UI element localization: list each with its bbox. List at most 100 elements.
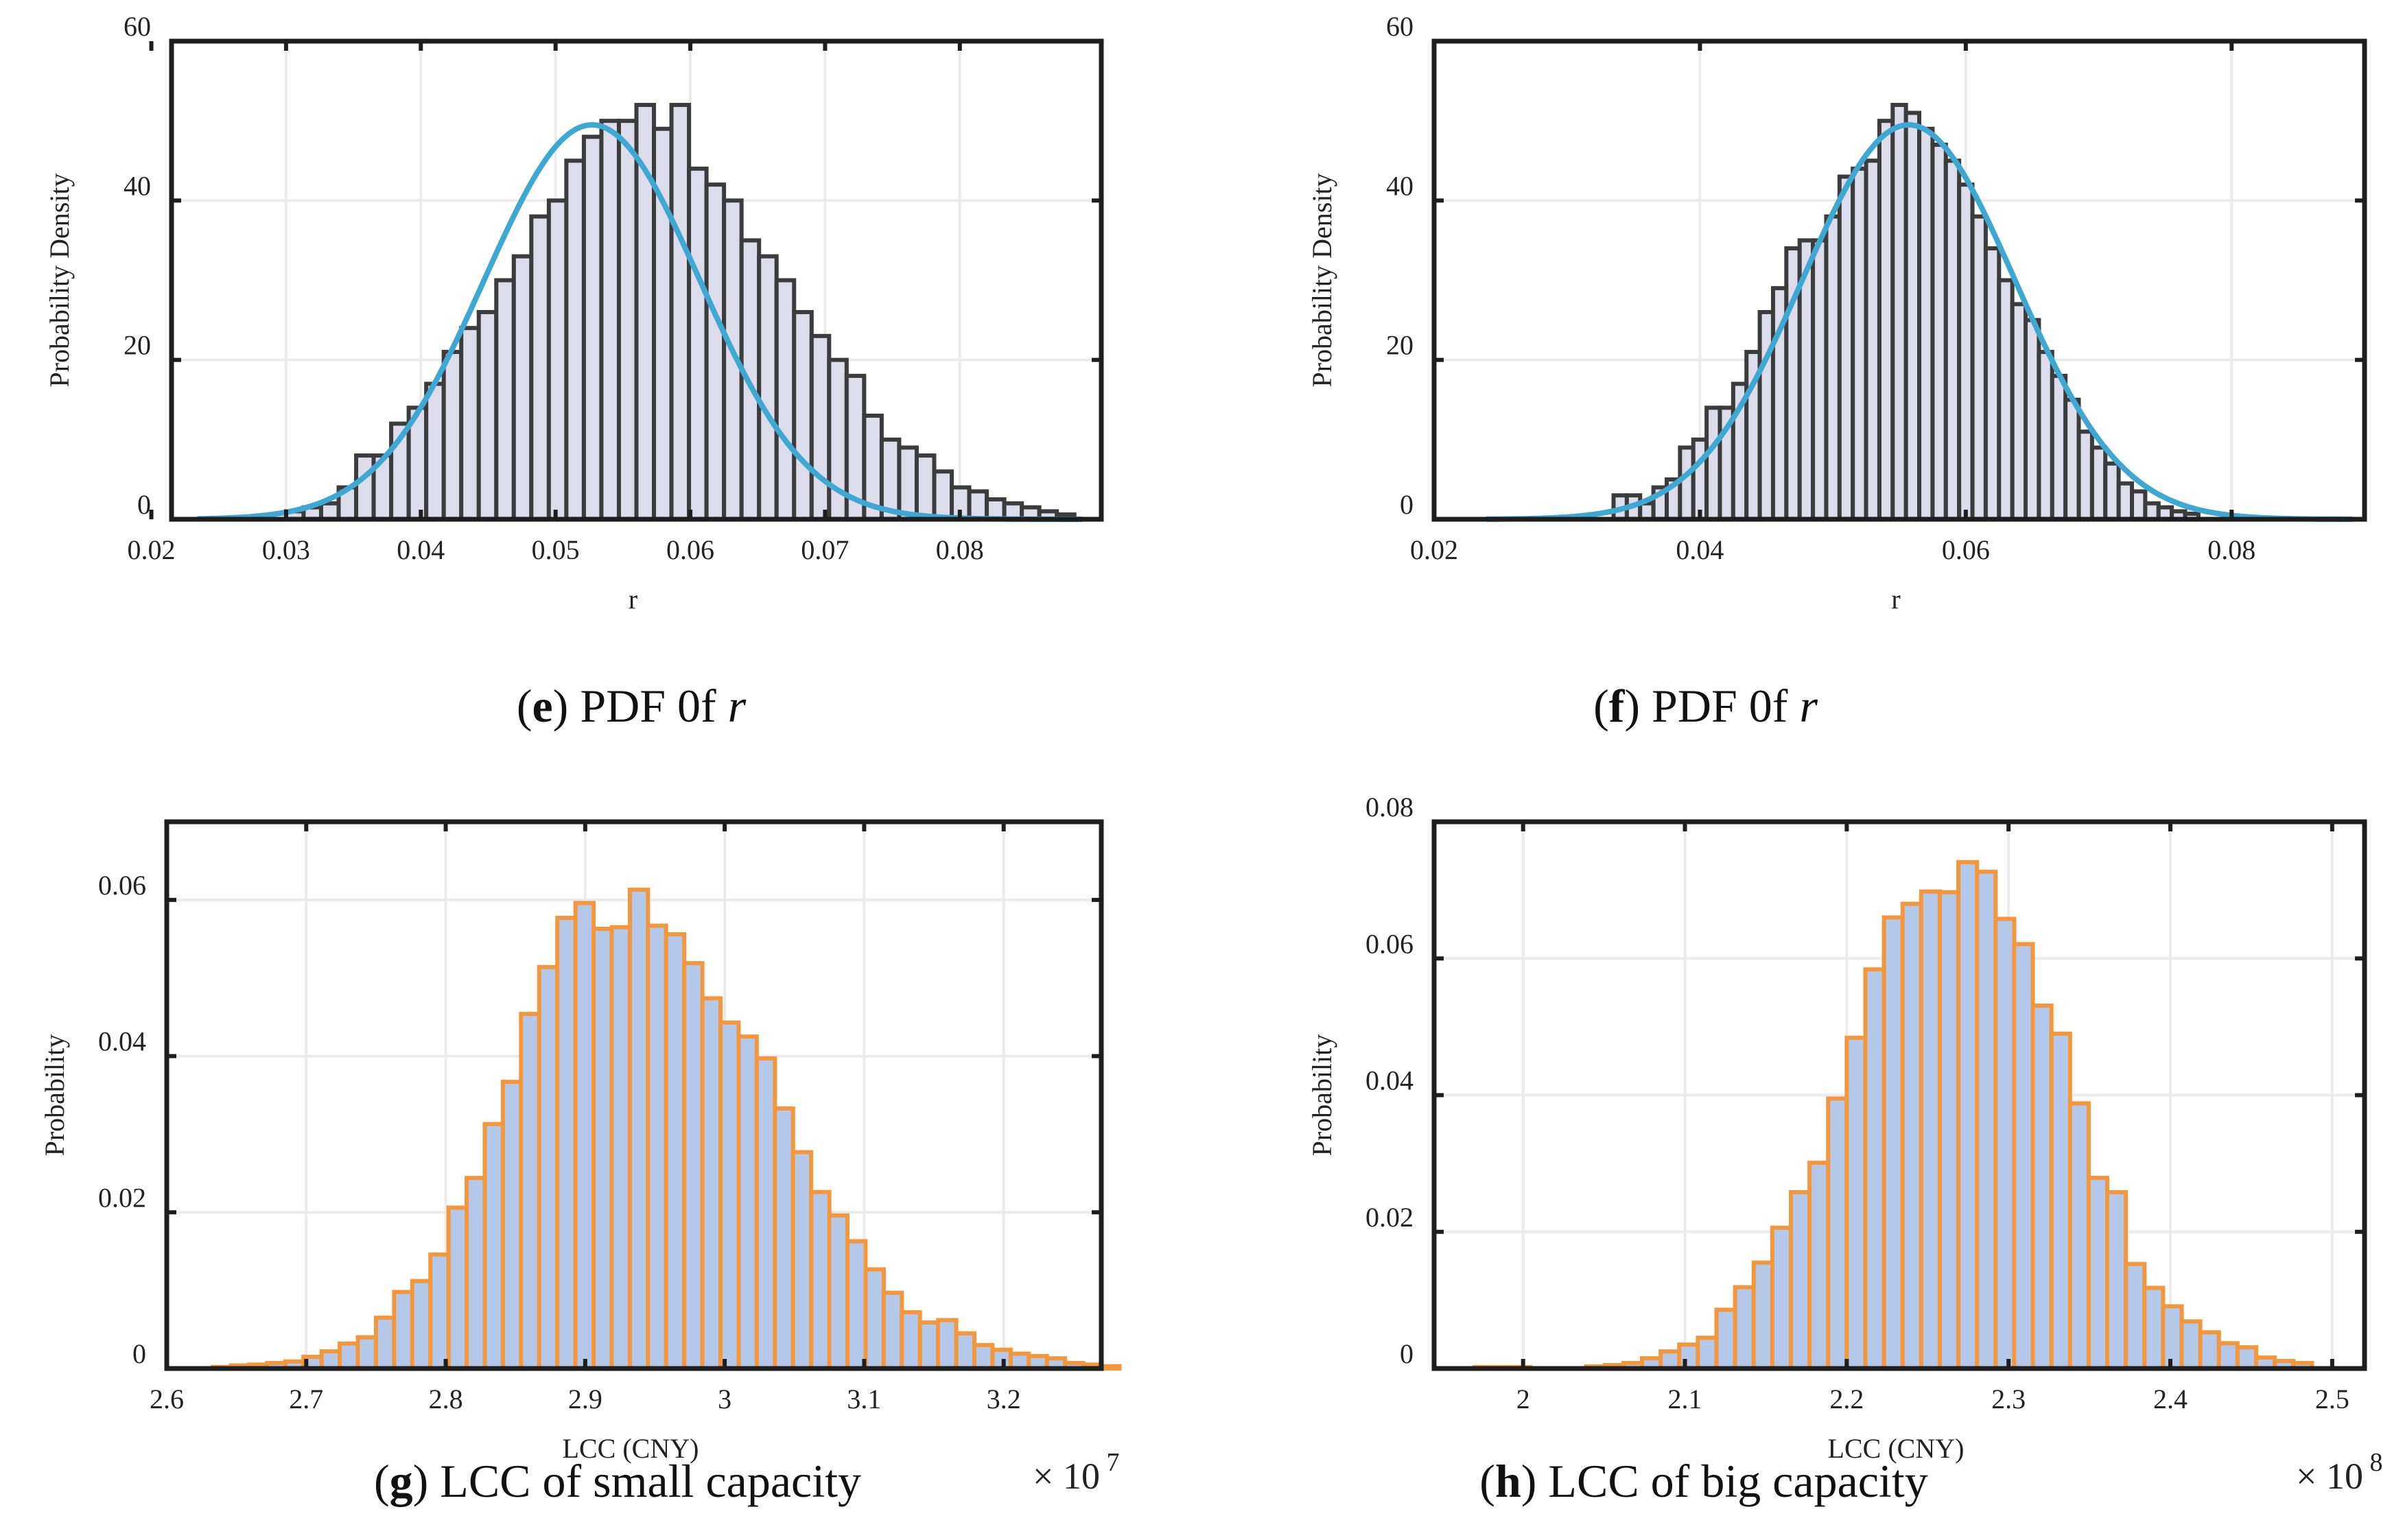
y-tick-label: 60 [124, 11, 151, 42]
histogram-bar [827, 1213, 850, 1371]
x-axis-label: r [629, 584, 637, 615]
histogram-bar [845, 1239, 868, 1371]
histogram-bar [809, 333, 832, 521]
histogram-bar [2198, 1330, 2221, 1371]
x-tick-label: 0.05 [532, 534, 580, 565]
histogram-bar [1975, 869, 1998, 1371]
histogram-bar [1919, 889, 1942, 1371]
x-tick-label: 0.04 [397, 534, 445, 565]
histogram-bar [1714, 1307, 1737, 1371]
histogram-bar [555, 916, 578, 1371]
y-tick-label: 20 [1386, 330, 1414, 361]
histogram-bar [1099, 1364, 1122, 1371]
histogram-bar [2067, 1101, 2091, 1371]
histogram-bar [2179, 1319, 2203, 1371]
x-tick-label: 0.08 [936, 534, 984, 565]
caption-h: (h) LCC of big capacity [1479, 1455, 1928, 1507]
caption-text: PDF 0f [568, 680, 728, 732]
histogram-chart-f: 0.02 0.04 0.06 0.08 0 20 40 60 r Probability Dens… [1306, 11, 2367, 615]
histogram-bar [2049, 1031, 2072, 1371]
y-tick-label: 0.04 [98, 1026, 146, 1057]
x-axis-label: LCC (CNY) [563, 1433, 699, 1464]
x-tick-label: 0.06 [666, 534, 714, 565]
histogram-bar [1696, 1336, 1719, 1371]
histogram-bar [936, 1318, 959, 1371]
histogram-bar [1770, 1225, 1793, 1371]
y-tick-label: 0 [1400, 1338, 1414, 1369]
histogram-bar [700, 996, 723, 1371]
caption-f: (f) PDF 0f r [1593, 680, 1818, 732]
histogram-bar [967, 489, 989, 522]
x-axis-label: r [1891, 584, 1900, 615]
histogram-panel-f: 0.02 0.04 0.06 0.08 0 20 40 60 r Probability Dens… [1196, 0, 2392, 755]
fit-curve [196, 121, 1084, 522]
x-tick-label: 2 [1516, 1384, 1530, 1414]
histogram-bar [790, 1150, 814, 1371]
histogram-bar [428, 1252, 451, 1371]
histogram-bar [319, 1349, 342, 1371]
x-tick-label: 2.1 [1668, 1384, 1702, 1414]
x-tick-label: 2.3 [1991, 1384, 2026, 1414]
histogram-bar [863, 1267, 886, 1371]
y-axis-label: Probability [39, 1034, 70, 1157]
histogram-bar [482, 1122, 505, 1371]
histogram-bar [599, 119, 621, 521]
x-tick-label: 2.2 [1829, 1384, 1864, 1414]
histogram-bar [537, 964, 560, 1371]
y-tick-label: 0 [1400, 489, 1414, 520]
multiplier-exponent: 7 [1100, 1448, 1120, 1477]
histogram-bar [392, 1290, 414, 1371]
histogram-bar [2086, 1176, 2110, 1371]
x-tick-label: 3 [718, 1384, 731, 1414]
histogram-bar [972, 1342, 995, 1371]
caption-e: (e) PDF 0f r [516, 680, 747, 732]
caption-variable: r [1799, 680, 1818, 732]
multiplier-base: × 10 [2296, 1456, 2363, 1497]
histogram-bar [646, 923, 668, 1371]
histogram-bar [519, 1012, 541, 1371]
x-tick-label: 3.2 [987, 1384, 1021, 1414]
y-tick-label: 0.04 [1365, 1065, 1414, 1096]
histogram-bar [990, 1347, 1013, 1371]
histogram-bar [754, 1056, 777, 1371]
histogram-bar [917, 1320, 941, 1371]
histogram-panel-h: 2 2.1 2.2 2.3 2.4 2.5 0 0.02 0.04 0.06 0.08 LCC (CN… [1196, 768, 2392, 1540]
axis-multiplier: × 10 7 [1033, 1448, 1119, 1497]
caption-letter: e [532, 680, 553, 732]
x-tick-label: 0.06 [1942, 534, 1990, 565]
histogram-bar [2124, 1261, 2147, 1371]
y-axis-label: Probability [1306, 1034, 1337, 1157]
histogram-bar [1807, 1161, 1831, 1371]
caption-letter: g [389, 1455, 413, 1507]
histogram-bar [2105, 1189, 2129, 1371]
caption-letter: h [1494, 1455, 1521, 1507]
histogram-chart-g: 2.6 2.7 2.8 2.9 3 3.1 3.2 0 0.02 0.04 0.06 LCC (CNY… [39, 819, 1122, 1497]
histogram-bar [511, 254, 534, 521]
caption-letter: f [1608, 680, 1625, 732]
y-tick-label: 0.06 [1365, 928, 1414, 959]
x-tick-label: 0.02 [1410, 534, 1458, 565]
histogram-bar [609, 925, 632, 1371]
histogram-bar [687, 166, 709, 521]
y-axis-label: Probability Density [44, 173, 75, 387]
histogram-bar [1881, 915, 1905, 1371]
y-tick-label: 60 [1386, 11, 1414, 42]
x-tick-label: 0.08 [2207, 534, 2255, 565]
histogram-bar [773, 1106, 795, 1371]
histogram-bar [1993, 916, 2017, 1371]
histogram-bar [774, 278, 797, 521]
histogram-bar [682, 961, 705, 1371]
caption-variable: r [727, 680, 747, 732]
y-tick-label: 0.08 [1365, 792, 1414, 822]
histogram-bar [627, 888, 650, 1371]
histogram-bar [465, 1176, 487, 1371]
x-tick-label: 0.03 [262, 534, 310, 565]
x-tick-label: 2.5 [2315, 1384, 2349, 1414]
histogram-bar [410, 1279, 433, 1371]
caption-text: LCC of big capacity [1536, 1455, 1928, 1507]
histogram-bar [2216, 1341, 2240, 1371]
x-axis-label: LCC (CNY) [1828, 1433, 1965, 1464]
histogram-bar [1937, 890, 1961, 1371]
histogram-bar [476, 309, 499, 521]
axes-frame [1431, 38, 2367, 522]
